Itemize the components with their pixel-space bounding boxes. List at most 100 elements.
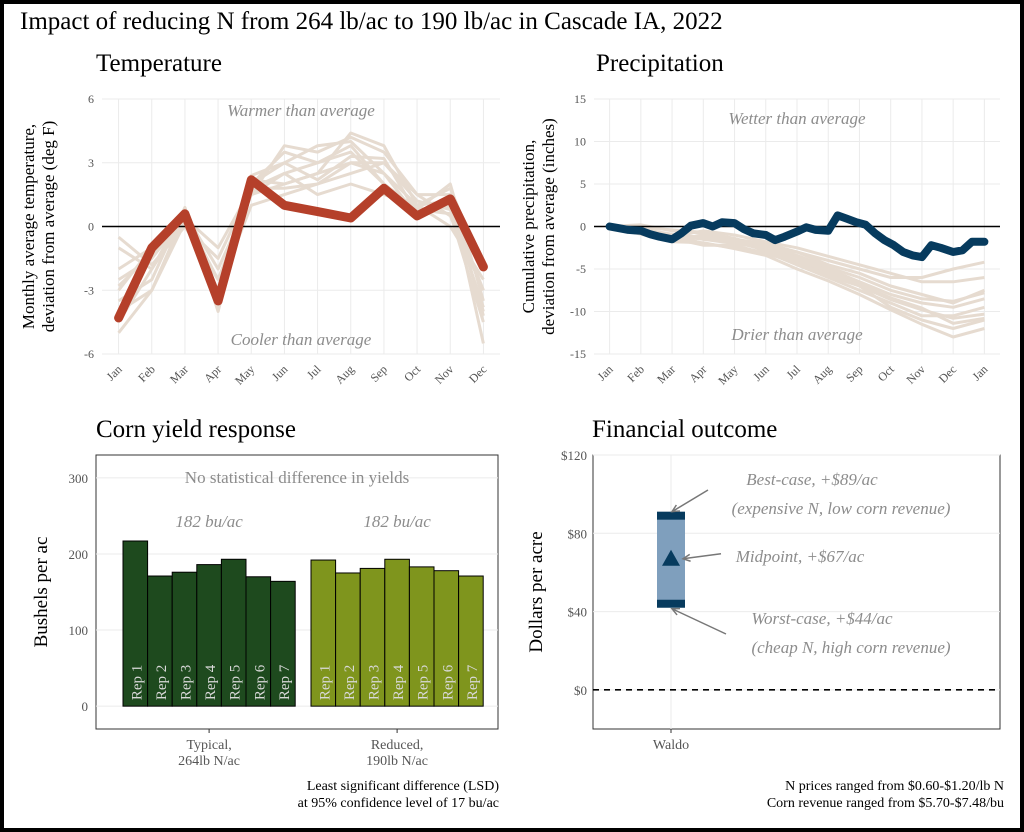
financial-midpoint-marker bbox=[662, 549, 680, 566]
precipitation-x-tick-label: Jun bbox=[750, 362, 772, 384]
precipitation-x-tick-label: Aug bbox=[810, 362, 835, 387]
temperature-x-tick-label: Oct bbox=[401, 362, 424, 385]
corn-yield-rep-label: Rep 1 bbox=[317, 665, 333, 700]
corn-yield-bar bbox=[245, 576, 272, 707]
precipitation-y-axis-label-line-1: Cumulative precipitation, bbox=[519, 140, 538, 314]
precipitation-y-tick-label: 10 bbox=[574, 135, 586, 149]
temperature-x-tick-label: May bbox=[232, 362, 257, 387]
financial-best-case-label-line-2: (expensive N, low corn revenue) bbox=[732, 499, 951, 518]
corn-yield-bar bbox=[196, 564, 222, 707]
temperature-x-tick-label: Nov bbox=[432, 362, 457, 387]
charts-canvas: -6 -3 0 3 6 Jan Feb Mar Apr May Jun Jul Aug Sep Oct Nov… bbox=[19, 92, 1001, 769]
temperature-x-tick-label: Mar bbox=[167, 362, 191, 386]
precipitation-panel-title: Precipitation bbox=[596, 50, 724, 77]
corn-yield-plot-border bbox=[95, 454, 499, 730]
corn-yield-bar bbox=[408, 566, 435, 707]
precipitation-historical-line bbox=[609, 225, 985, 303]
financial-best-case-cap bbox=[657, 511, 685, 520]
precipitation-historical-line bbox=[609, 225, 985, 325]
temperature-2022-line bbox=[114, 175, 488, 323]
price-footnote: N prices ranged from $0.60-$1.20/lb N Co… bbox=[767, 778, 1004, 812]
financial-y-tick-label: $120 bbox=[561, 448, 587, 463]
temperature-x-tick-label: Apr bbox=[201, 362, 224, 385]
lsd-footnote-line-1: Least significant difference (LSD) bbox=[306, 779, 499, 794]
precipitation-x-tick-label: Mar bbox=[654, 362, 678, 386]
financial-midpoint-arrow-head bbox=[681, 553, 691, 562]
temperature-y-tick-label: 6 bbox=[88, 92, 94, 106]
corn-yield-rep-label: Rep 2 bbox=[342, 665, 358, 700]
lsd-footnote: Least significant difference (LSD) at 95… bbox=[298, 778, 499, 812]
temperature-panel-title: Temperature bbox=[96, 50, 222, 77]
lsd-footnote-line-2: at 95% confidence level of 17 bu/ac bbox=[297, 796, 499, 811]
corn-yield-rep-label: Rep 4 bbox=[391, 664, 407, 700]
price-footnote-line-1: N prices ranged from $0.60-$1.20/lb N bbox=[785, 779, 1004, 794]
corn-yield-x-label-line-2: 264lb N/ac bbox=[178, 754, 240, 769]
corn-yield-bar bbox=[147, 575, 173, 707]
price-footnote-line-2: Corn revenue ranged from $5.70-$7.48/bu bbox=[766, 796, 1004, 811]
corn-yield-y-axis-label: Bushels per ac bbox=[31, 537, 52, 648]
corn-yield-bar bbox=[335, 572, 361, 707]
financial-y-tick-label: $40 bbox=[568, 605, 588, 620]
precipitation-y-tick-label: -15 bbox=[570, 347, 586, 361]
financial-worst-case-label-line-1: Worst-case, +$44/ac bbox=[751, 609, 893, 628]
financial-best-case-arrow bbox=[671, 489, 709, 513]
corn-yield-rep-label: Rep 1 bbox=[129, 665, 145, 700]
corn-yield-bar bbox=[220, 558, 247, 707]
corn-yield-y-tick-label: 100 bbox=[69, 623, 89, 638]
precipitation-y-axis-label-line-2: deviation from average (inches) bbox=[539, 118, 558, 335]
precipitation-x-tick-label: Apr bbox=[686, 362, 709, 385]
corn-yield-x-label-line-1: Typical, bbox=[186, 738, 231, 753]
corn-yield-bar bbox=[458, 575, 484, 707]
precipitation-2022-line bbox=[605, 211, 989, 262]
financial-y-tick-label: $0 bbox=[574, 683, 587, 698]
corn-yield-y-tick-label: 300 bbox=[69, 471, 89, 486]
corn-yield-x-label-line-1: Reduced, bbox=[371, 738, 423, 753]
temperature-x-tick-label: Dec bbox=[466, 362, 490, 386]
temperature-x-tick-label: Aug bbox=[332, 362, 357, 387]
temperature-y-axis-label-line-1: Monthly average temperature, bbox=[19, 124, 38, 329]
financial-worst-case-label-line-2: (cheap N, high corn revenue) bbox=[751, 638, 950, 657]
precipitation-x-tick-label: May bbox=[715, 362, 740, 387]
precipitation-y-tick-label: 5 bbox=[580, 177, 586, 191]
corn-yield-rep-label: Rep 2 bbox=[154, 665, 170, 700]
precipitation-x-tick-label: Sep bbox=[843, 362, 866, 385]
temperature-x-tick-label: Feb bbox=[135, 362, 158, 385]
precipitation-y-tick-label: 0 bbox=[580, 220, 586, 234]
corn-yield-bar bbox=[310, 559, 337, 707]
corn-yield-rep-label: Rep 5 bbox=[228, 665, 244, 700]
corn-yield-mean-label: 182 bu/ac bbox=[363, 512, 431, 531]
corn-yield-rep-label: Rep 6 bbox=[252, 664, 268, 700]
temperature-cooler-annotation: Cooler than average bbox=[231, 330, 372, 349]
corn-yield-rep-label: Rep 6 bbox=[440, 664, 456, 700]
precipitation-x-tick-label: Dec bbox=[936, 362, 960, 386]
corn-yield-rep-label: Rep 4 bbox=[203, 664, 219, 700]
corn-yield-y-tick-label: 200 bbox=[69, 547, 89, 562]
figure-frame: Impact of reducing N from 264 lb/ac to 1… bbox=[4, 4, 1020, 828]
financial-best-case-label-line-1: Best-case, +$89/ac bbox=[746, 470, 878, 489]
financial-worst-case-arrow bbox=[671, 608, 727, 635]
temperature-x-tick-label: Jan bbox=[103, 362, 124, 383]
temperature-y-tick-label: 0 bbox=[88, 220, 94, 234]
temperature-x-tick-label: Sep bbox=[367, 362, 390, 385]
temperature-y-tick-label: 3 bbox=[88, 156, 94, 170]
corn-yield-panel-title: Corn yield response bbox=[96, 416, 296, 443]
temperature-y-tick-label: -3 bbox=[84, 283, 94, 297]
corn-yield-x-label-line-2: 190lb N/ac bbox=[366, 754, 428, 769]
temperature-x-tick-label: Jun bbox=[269, 362, 291, 384]
temperature-y-axis-label-line-2: deviation from average (deg F) bbox=[39, 121, 58, 332]
temperature-y-tick-label: -6 bbox=[84, 347, 94, 361]
corn-yield-rep-label: Rep 7 bbox=[465, 664, 481, 700]
financial-worst-case-arrow-head bbox=[670, 607, 681, 616]
precipitation-y-tick-label: -10 bbox=[570, 305, 586, 319]
temperature-x-tick-label: Jul bbox=[304, 362, 324, 382]
corn-yield-mean-label: 182 bu/ac bbox=[175, 512, 243, 531]
figure-title: Impact of reducing N from 264 lb/ac to 1… bbox=[20, 8, 723, 35]
corn-yield-no-difference-annotation: No statistical difference in yields bbox=[185, 468, 409, 487]
precipitation-x-tick-label: Feb bbox=[624, 362, 647, 385]
financial-worst-case-cap bbox=[657, 599, 685, 608]
financial-plot-border bbox=[592, 454, 1001, 730]
financial-y-tick-label: $80 bbox=[568, 526, 588, 541]
precipitation-y-tick-label: -5 bbox=[576, 262, 586, 276]
corn-yield-bar bbox=[359, 567, 386, 707]
corn-yield-y-tick-label: 0 bbox=[82, 699, 89, 714]
